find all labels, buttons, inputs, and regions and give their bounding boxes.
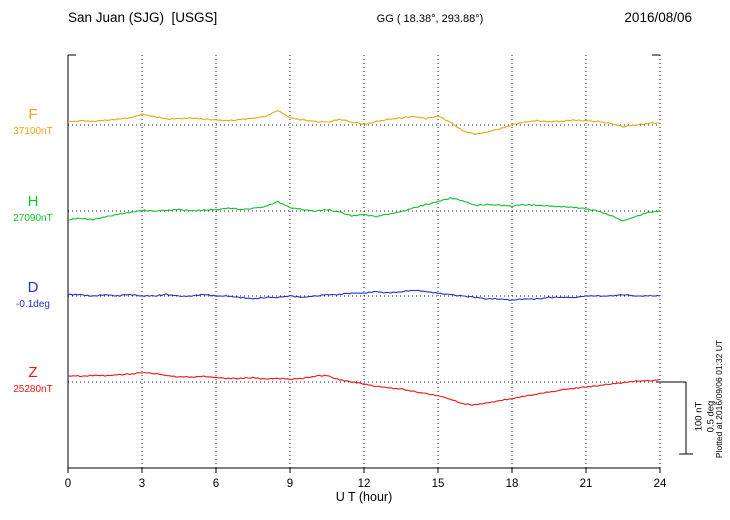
channel-baseline-F: 37100nT	[13, 126, 53, 138]
plot-date: 2016/08/06	[624, 10, 692, 25]
x-tick-label: 18	[506, 478, 519, 490]
x-tick-label: 6	[213, 478, 219, 490]
x-tick-label: 21	[580, 478, 593, 490]
channel-letter-D: D	[27, 279, 39, 296]
channel-baseline-D: -0.1deg	[16, 299, 50, 311]
plotted-at-note: Plotted at 2016/09/06 01:32 UT	[714, 339, 724, 459]
channel-label-F: F 37100nT	[2, 106, 64, 138]
x-tick-label: 24	[654, 478, 667, 490]
channel-letter-H: H	[27, 193, 39, 210]
scale-bar-nt-label: 100 nT	[693, 401, 705, 432]
channel-label-D: D -0.1deg	[2, 279, 64, 311]
channel-baseline-Z: 25280nT	[13, 384, 53, 396]
x-tick-label: 12	[358, 478, 371, 490]
trace-F	[67, 110, 660, 136]
channel-label-H: H 27090nT	[2, 193, 64, 225]
channel-letter-F: F	[28, 106, 38, 123]
trace-D	[67, 289, 661, 301]
x-tick-label: 0	[65, 478, 71, 490]
x-axis-label: U T (hour)	[335, 490, 393, 504]
x-tick-label: 9	[287, 478, 293, 490]
channel-label-Z: Z 25280nT	[2, 364, 64, 396]
x-tick-label: 15	[432, 478, 445, 490]
geographic-coords: GG ( 18.38°, 293.88°)	[376, 13, 484, 25]
trace-H	[67, 196, 661, 222]
station-title: San Juan (SJG) [USGS]	[68, 10, 218, 25]
channel-letter-Z: Z	[28, 364, 38, 381]
channel-baseline-H: 27090nT	[13, 213, 53, 225]
x-tick-label: 3	[139, 478, 145, 490]
trace-Z	[67, 371, 661, 406]
